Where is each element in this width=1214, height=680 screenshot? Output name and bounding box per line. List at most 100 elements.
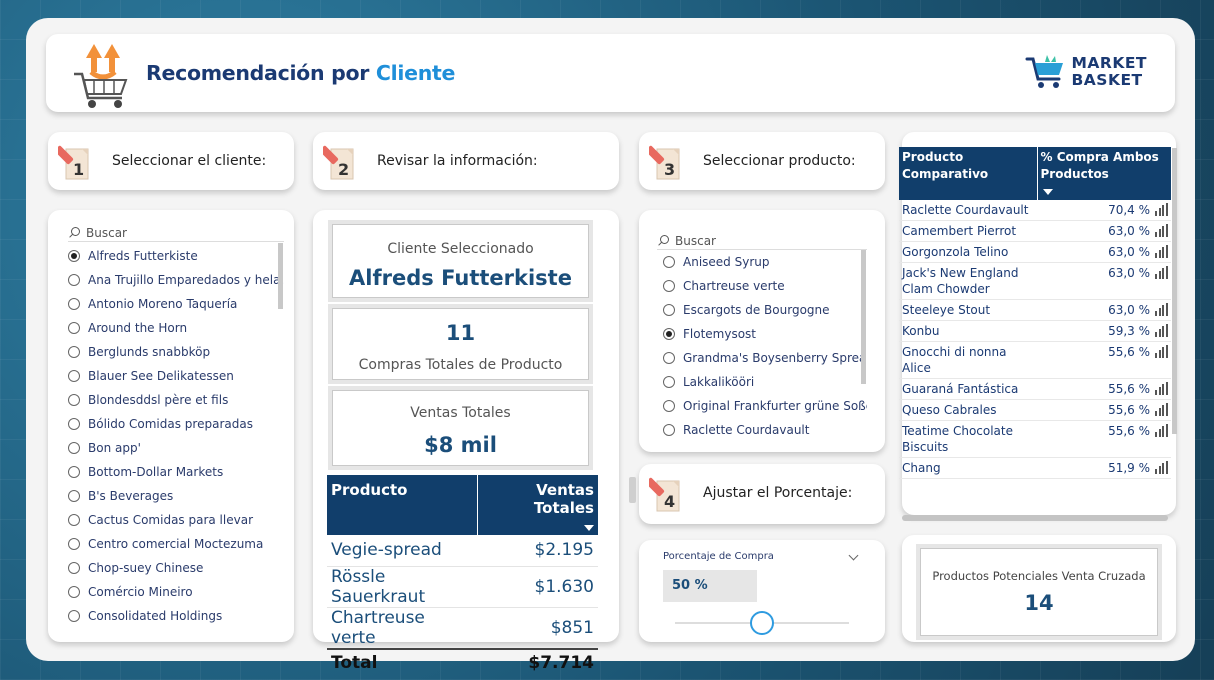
radio-icon[interactable] [68, 394, 80, 406]
step-1-card: 1 Seleccionar el cliente: [48, 132, 294, 190]
radio-option[interactable]: Around the Horn [68, 316, 284, 340]
pct-value: 59,3 % [1108, 324, 1150, 338]
radio-option[interactable]: Flotemysost [663, 322, 867, 346]
radio-icon[interactable] [68, 370, 80, 382]
bar-chart-icon[interactable] [1155, 461, 1168, 474]
customer-search[interactable]: Buscar [68, 224, 284, 242]
radio-option[interactable]: Comércio Mineiro [68, 580, 284, 604]
radio-option-label: Chop-suey Chinese [88, 561, 204, 575]
table-row[interactable]: Teatime Chocolate Biscuits 55,6 % [899, 420, 1171, 458]
table-row[interactable]: Raclette Courdavault 70,4 % [899, 200, 1171, 221]
customer-slicer: Buscar Alfreds Futterkiste Ana Trujillo E… [48, 210, 294, 642]
table-row[interactable]: Queso Cabrales 55,6 % [899, 399, 1171, 421]
radio-icon[interactable] [663, 400, 675, 412]
radio-option[interactable]: Chop-suey Chinese [68, 556, 284, 580]
table-row[interactable]: Gnocchi di nonna Alice 55,6 % [899, 341, 1171, 379]
col-pct-header[interactable]: % Compra Ambos Productos [1036, 147, 1171, 200]
radio-icon[interactable] [68, 298, 80, 310]
radio-option[interactable]: Escargots de Bourgogne [663, 298, 867, 322]
table-row[interactable]: Gorgonzola Telino 63,0 % [899, 241, 1171, 263]
customer-search-placeholder[interactable]: Buscar [86, 225, 127, 240]
radio-option[interactable]: Blondesddsl père et fils [68, 388, 284, 412]
table-row[interactable]: Guaraná Fantástica 55,6 % [899, 378, 1171, 400]
radio-icon[interactable] [663, 424, 675, 436]
radio-icon[interactable] [68, 562, 80, 574]
radio-option[interactable]: Ana Trujillo Emparedados y hela... [68, 268, 284, 292]
radio-icon[interactable] [68, 514, 80, 526]
radio-option[interactable]: Aniseed Syrup [663, 250, 867, 274]
radio-option[interactable]: Original Frankfurter grüne Soße [663, 394, 867, 418]
product-search-placeholder[interactable]: Buscar [675, 233, 716, 248]
radio-option[interactable]: Alfreds Futterkiste [68, 244, 284, 268]
radio-icon[interactable] [68, 538, 80, 550]
total-row: Total $7.714 [327, 647, 598, 677]
radio-icon[interactable] [68, 346, 80, 358]
radio-option[interactable]: Bottom-Dollar Markets [68, 460, 284, 484]
comparative-product-cell: Steeleye Stout [899, 299, 1037, 321]
product-cell: Rössle Sauerkraut [327, 566, 478, 608]
panel-resize-handle[interactable] [629, 477, 636, 503]
bar-chart-icon[interactable] [1155, 224, 1168, 237]
sort-desc-icon [584, 525, 594, 531]
bar-chart-icon[interactable] [1155, 345, 1168, 358]
radio-icon[interactable] [68, 418, 80, 430]
table-row[interactable]: Jack's New England Clam Chowder 63,0 % [899, 262, 1171, 300]
table-row[interactable]: Camembert Pierrot 63,0 % [899, 220, 1171, 242]
radio-option[interactable]: Grandma's Boysenberry Spread [663, 346, 867, 370]
bar-chart-icon[interactable] [1155, 424, 1168, 437]
bar-chart-icon[interactable] [1155, 303, 1168, 316]
radio-option[interactable]: Bólido Comidas preparadas [68, 412, 284, 436]
table-row[interactable]: Vegie-spread $2.195 [327, 535, 598, 567]
radio-icon[interactable] [663, 352, 675, 364]
product-search[interactable]: Buscar [657, 232, 867, 250]
radio-icon[interactable] [68, 586, 80, 598]
radio-icon[interactable] [68, 490, 80, 502]
percentage-value-input[interactable]: 50 % [663, 570, 757, 602]
col-sales-header[interactable]: Ventas Totales [476, 475, 598, 535]
customer-list-scrollbar[interactable] [278, 243, 283, 309]
radio-option[interactable]: Raclette Courdavault [663, 418, 867, 442]
radio-option[interactable]: Chartreuse verte [663, 274, 867, 298]
radio-option[interactable]: Consolidated Holdings [68, 604, 284, 628]
table-row[interactable]: Rössle Sauerkraut $1.630 [327, 566, 598, 608]
product-cell: Chartreuse verte [327, 607, 478, 649]
radio-icon[interactable] [68, 466, 80, 478]
radio-option[interactable]: B's Beverages [68, 484, 284, 508]
slider-thumb[interactable] [750, 611, 774, 635]
col-product-header[interactable]: Producto [327, 475, 478, 535]
radio-icon[interactable] [663, 376, 675, 388]
bar-chart-icon[interactable] [1155, 324, 1168, 337]
bar-chart-icon[interactable] [1155, 382, 1168, 395]
table-row[interactable]: Steeleye Stout 63,0 % [899, 299, 1171, 321]
recommendation-horizontal-scrollbar[interactable] [902, 515, 1168, 521]
radio-option[interactable]: Lakkalikööri [663, 370, 867, 394]
radio-option[interactable]: Cactus Comidas para llevar [68, 508, 284, 532]
total-value: $7.714 [477, 647, 598, 677]
product-list-scrollbar[interactable] [861, 250, 866, 384]
bar-chart-icon[interactable] [1155, 403, 1168, 416]
radio-option[interactable]: Antonio Moreno Taquería [68, 292, 284, 316]
table-row[interactable]: Chang 51,9 % [899, 457, 1171, 479]
radio-option[interactable]: Blauer See Delikatessen [68, 364, 284, 388]
bar-chart-icon[interactable] [1155, 266, 1168, 279]
radio-icon[interactable] [663, 256, 675, 268]
radio-icon[interactable] [68, 274, 80, 286]
radio-selected-icon[interactable] [663, 328, 675, 340]
table-row[interactable]: Chartreuse verte $851 [327, 607, 598, 649]
col-comparative-product-header[interactable]: Producto Comparativo [899, 147, 1037, 200]
radio-selected-icon[interactable] [68, 250, 80, 262]
radio-icon[interactable] [68, 610, 80, 622]
radio-icon[interactable] [663, 304, 675, 316]
chevron-down-icon[interactable] [848, 550, 859, 561]
radio-option[interactable]: Bon app' [68, 436, 284, 460]
bar-chart-icon[interactable] [1155, 245, 1168, 258]
recommendation-vertical-scrollbar[interactable] [1172, 148, 1177, 434]
radio-icon[interactable] [68, 442, 80, 454]
radio-icon[interactable] [663, 280, 675, 292]
table-row[interactable]: Konbu 59,3 % [899, 320, 1171, 342]
radio-icon[interactable] [68, 322, 80, 334]
search-icon [68, 226, 80, 239]
radio-option[interactable]: Centro comercial Moctezuma [68, 532, 284, 556]
bar-chart-icon[interactable] [1155, 203, 1168, 216]
radio-option[interactable]: Berglunds snabbköp [68, 340, 284, 364]
